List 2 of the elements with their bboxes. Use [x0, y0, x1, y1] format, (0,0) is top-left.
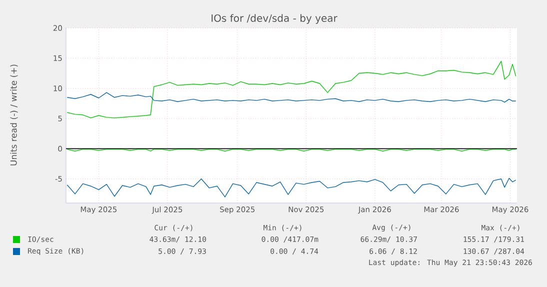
chart-title: IOs for /dev/sda - by year	[212, 14, 338, 24]
y-axis-title: Units read (-) / write (+)	[10, 64, 18, 166]
